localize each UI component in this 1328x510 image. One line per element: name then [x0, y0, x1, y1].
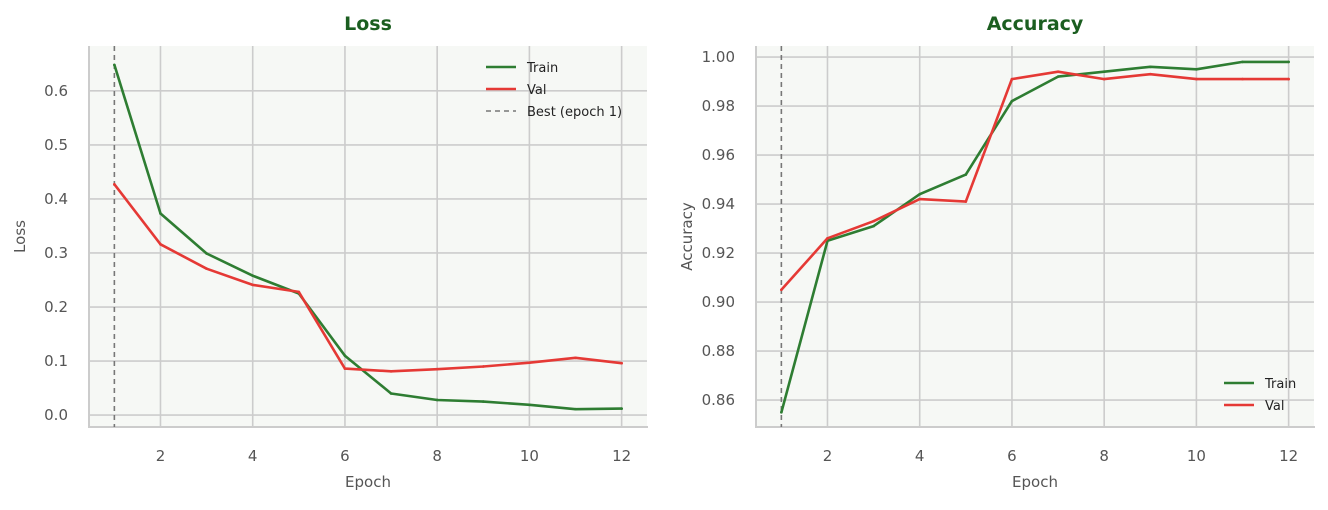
data-point-val: [1241, 77, 1244, 81]
x-tick-label: 12: [1279, 447, 1298, 465]
data-point-train: [435, 398, 439, 402]
y-axis-label: Loss: [11, 220, 29, 253]
chart-accuracy: 0.86 0.88 0.90 0.92 0.94 0.96 0.98 1.00 2 4 6 8 10 12…: [678, 13, 1315, 491]
data-point-val: [1010, 77, 1014, 81]
plot-background: [89, 46, 647, 427]
data-point-train: [113, 63, 116, 67]
legend-label: Best (epoch 1): [527, 105, 622, 120]
y-tick-label: 0.4: [44, 190, 68, 208]
data-point-val: [780, 288, 783, 292]
y-tick-label: 0.2: [44, 298, 68, 316]
data-point-val: [1056, 70, 1060, 74]
y-tick-label: 0.86: [702, 391, 735, 409]
y-tick-label: 0.88: [702, 342, 735, 360]
data-point-train: [574, 407, 577, 411]
data-point-val: [872, 219, 875, 223]
data-point-train: [1195, 67, 1198, 71]
legend-label: Train: [526, 61, 558, 76]
data-point-train: [1148, 65, 1152, 69]
y-tick-label: 0.3: [44, 244, 68, 262]
legend-label: Train: [1264, 377, 1296, 392]
x-axis-label: Epoch: [1012, 473, 1058, 491]
y-tick-label: 0.5: [44, 136, 68, 154]
legend-label: Val: [1265, 399, 1284, 414]
data-point-val: [343, 367, 347, 370]
data-point-train: [964, 173, 968, 176]
data-point-train: [918, 192, 922, 196]
data-point-val: [159, 243, 162, 246]
legend: Train Val: [1224, 377, 1296, 414]
chart-title: Loss: [344, 13, 392, 35]
data-point-val: [251, 283, 255, 287]
series-line-val: [780, 70, 1290, 292]
x-axis-label: Epoch: [345, 473, 391, 491]
data-point-val: [481, 365, 485, 368]
y-tick-label: 0.1: [44, 352, 68, 370]
legend: Train Val Best (epoch 1): [486, 61, 622, 120]
data-point-train: [481, 400, 485, 403]
data-point-val: [435, 367, 439, 371]
series-line-train: [780, 60, 1290, 414]
data-point-train: [251, 274, 255, 277]
data-point-val: [1102, 77, 1106, 81]
y-tick-label: 0.98: [702, 97, 735, 115]
legend-label: Val: [527, 83, 546, 98]
data-point-val: [1148, 72, 1152, 76]
x-tick-label: 2: [823, 447, 833, 465]
x-tick-label: 8: [432, 447, 442, 465]
data-point-train: [1102, 70, 1106, 74]
x-tick-label: 12: [612, 447, 631, 465]
y-tick-label: 1.00: [702, 48, 735, 66]
data-point-train: [159, 212, 162, 215]
y-tick-label: 0.90: [702, 293, 735, 311]
data-point-val: [1287, 77, 1290, 81]
x-tick-label: 6: [1007, 447, 1017, 465]
x-tick-label: 2: [156, 447, 166, 465]
x-tick-label: 4: [915, 447, 925, 465]
series-line-val: [113, 183, 623, 373]
x-tick-label: 8: [1099, 447, 1109, 465]
chart-title: Accuracy: [987, 13, 1084, 35]
data-point-train: [620, 407, 623, 410]
data-point-train: [1010, 99, 1014, 103]
data-point-val: [528, 361, 531, 364]
data-point-train: [780, 410, 783, 414]
data-point-val: [620, 361, 623, 365]
y-tick-label: 0.0: [44, 406, 68, 424]
x-tick-label: 6: [340, 447, 350, 465]
data-point-val: [113, 183, 116, 186]
plot-background: [756, 46, 1314, 427]
data-point-val: [205, 267, 208, 270]
y-tick-label: 0.94: [702, 195, 735, 213]
data-point-train: [1056, 75, 1060, 78]
data-point-train: [343, 354, 347, 357]
y-tick-label: 0.96: [702, 146, 735, 164]
x-tick-label: 4: [248, 447, 258, 465]
chart-loss: 0.0 0.1 0.2 0.3 0.4 0.5 0.6 2 4 6 8 10 12 Loss Epoch Lo…: [11, 13, 648, 491]
data-point-val: [826, 237, 829, 240]
data-point-val: [574, 356, 577, 360]
data-point-train: [389, 392, 393, 395]
data-point-val: [964, 200, 968, 203]
data-point-train: [205, 252, 208, 255]
data-point-val: [1195, 77, 1198, 81]
data-point-train: [528, 403, 531, 407]
data-point-val: [297, 290, 301, 294]
x-tick-label: 10: [520, 447, 539, 465]
x-tick-label: 10: [1187, 447, 1206, 465]
y-tick-label: 0.6: [44, 82, 68, 100]
y-tick-label: 0.92: [702, 244, 735, 262]
series-line-train: [113, 63, 623, 411]
data-point-val: [389, 370, 393, 373]
y-axis-label: Accuracy: [678, 202, 696, 271]
data-point-val: [918, 197, 922, 201]
data-point-train: [872, 224, 875, 228]
data-point-train: [1241, 60, 1244, 64]
data-point-train: [1287, 60, 1290, 64]
